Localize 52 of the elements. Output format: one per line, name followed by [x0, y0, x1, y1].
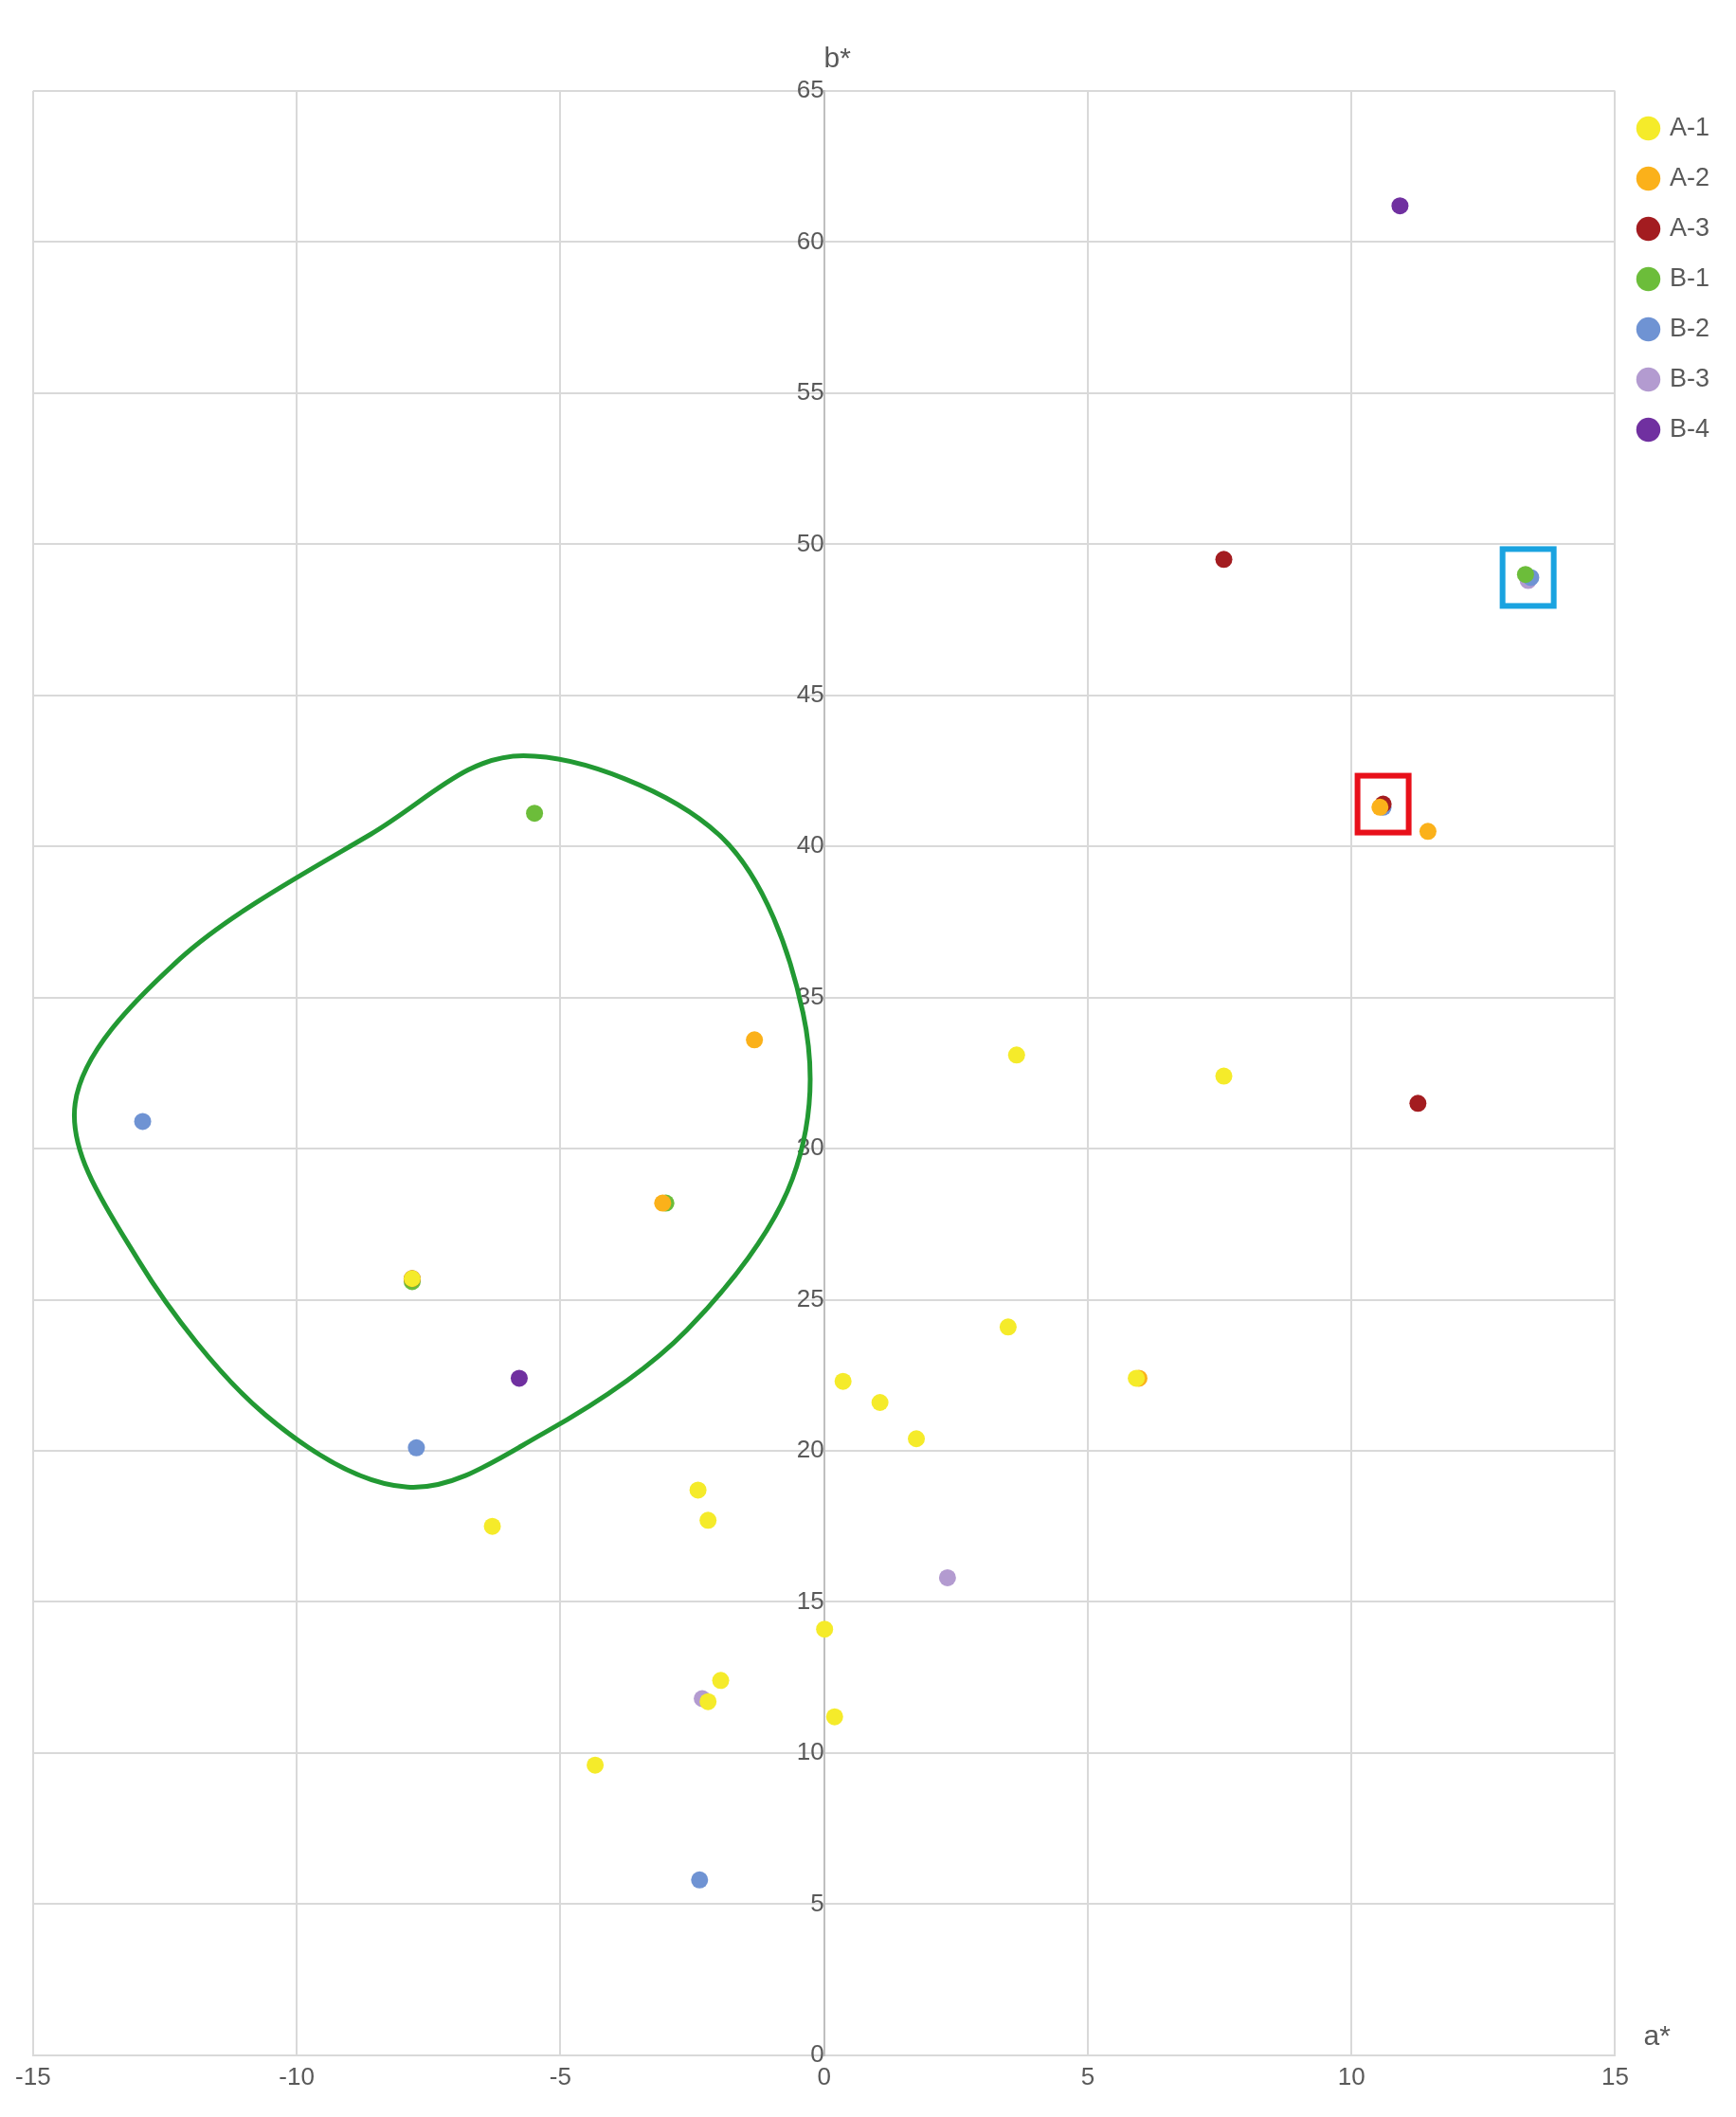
point: [587, 1756, 605, 1774]
legend-label: B-1: [1669, 262, 1710, 292]
y-tick-label: 60: [796, 226, 824, 255]
point: [746, 1031, 764, 1049]
x-tick-label: 15: [1601, 2061, 1629, 2090]
y-tick-label: 65: [796, 75, 824, 104]
x-axis-title: a*: [1643, 2019, 1672, 2052]
legend-label: A-3: [1669, 212, 1710, 242]
point: [691, 1871, 709, 1889]
legend-label: A-2: [1669, 162, 1710, 191]
point: [1215, 1067, 1233, 1085]
y-tick-label: 0: [810, 2038, 824, 2068]
y-tick-label: 55: [796, 377, 824, 407]
point: [1391, 197, 1409, 215]
point: [938, 1568, 956, 1586]
y-tick-label: 50: [796, 528, 824, 557]
y-tick-label: 10: [796, 1737, 824, 1766]
point: [825, 1708, 843, 1726]
point: [1409, 1095, 1427, 1113]
y-axis-title: b*: [823, 42, 852, 74]
point: [816, 1620, 834, 1638]
legend-label: B-2: [1669, 313, 1710, 342]
x-tick-label: 10: [1337, 2061, 1365, 2090]
point: [483, 1517, 501, 1535]
point: [689, 1481, 707, 1499]
y-tick-label: 25: [796, 1283, 824, 1312]
y-tick-label: 45: [796, 679, 824, 708]
y-tick-label: 20: [796, 1435, 824, 1464]
point: [407, 1438, 425, 1457]
x-tick-label: -15: [15, 2061, 51, 2090]
point: [999, 1318, 1017, 1336]
point: [834, 1372, 852, 1390]
legend-label: B-3: [1669, 363, 1710, 392]
point: [526, 805, 544, 823]
point: [699, 1692, 717, 1710]
y-tick-label: 5: [810, 1888, 824, 1917]
point: [699, 1511, 717, 1529]
x-tick-label: -10: [279, 2061, 315, 2090]
x-tick-label: -5: [549, 2061, 571, 2090]
legend-label: B-4: [1669, 413, 1710, 443]
point: [908, 1430, 926, 1448]
point: [1007, 1046, 1025, 1064]
point: [871, 1393, 889, 1411]
point: [134, 1113, 152, 1131]
legend-label: A-1: [1669, 112, 1710, 141]
point: [712, 1672, 730, 1690]
y-tick-label: 40: [796, 830, 824, 859]
point: [1419, 823, 1437, 841]
point: [1215, 551, 1233, 569]
x-tick-label: 5: [1080, 2061, 1095, 2090]
point: [510, 1369, 528, 1387]
y-tick-label: 15: [796, 1585, 824, 1615]
